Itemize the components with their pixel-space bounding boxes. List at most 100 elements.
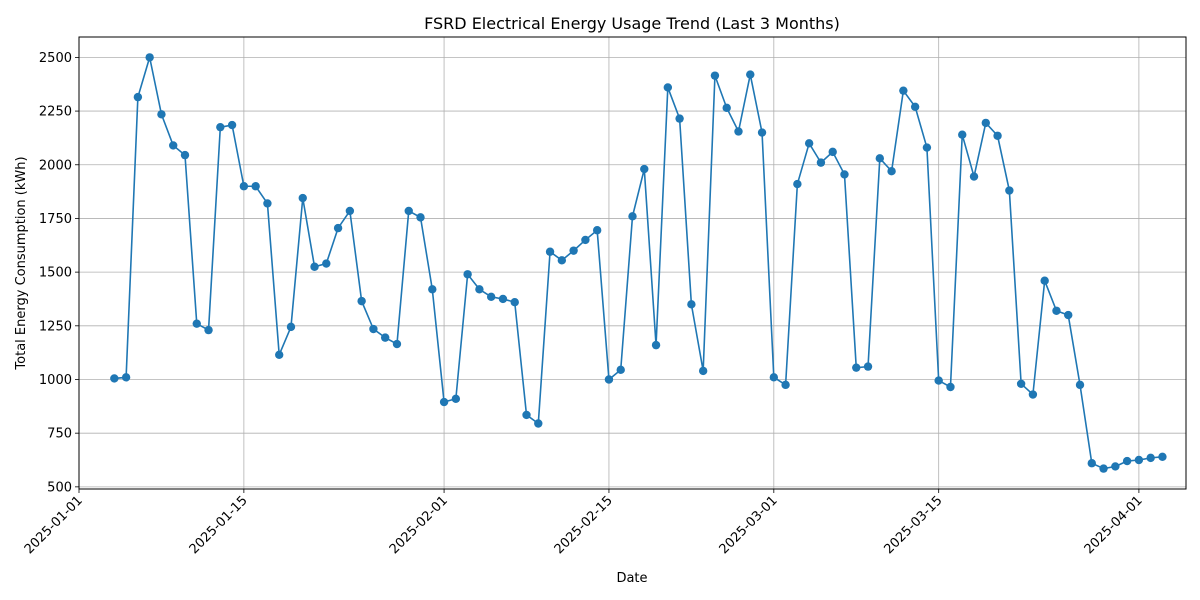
data-point — [534, 419, 543, 428]
x-axis: 2025-01-01 2025-01-15 2025-02-01 2025-02-15… — [22, 489, 1146, 557]
data-point — [475, 285, 484, 294]
x-tick-label: 2025-01-15 — [187, 493, 251, 557]
data-point — [498, 294, 508, 304]
data-point — [569, 246, 578, 255]
data-point — [675, 114, 684, 123]
data-point — [310, 262, 319, 271]
x-axis-label: Date — [616, 571, 647, 586]
data-point — [592, 226, 602, 235]
data-point — [852, 363, 861, 372]
data-point — [463, 270, 472, 279]
data-point — [545, 247, 555, 256]
data-point — [663, 83, 673, 92]
data-point — [757, 128, 767, 137]
data-point — [1111, 462, 1120, 471]
data-point — [910, 102, 920, 111]
y-tick-label: 1750 — [39, 212, 72, 227]
data-point — [1122, 456, 1132, 466]
data-point — [1087, 459, 1096, 468]
data-point — [357, 296, 366, 306]
data-point — [204, 325, 213, 335]
data-point — [333, 223, 343, 233]
series-line — [114, 57, 1163, 470]
data-point — [428, 285, 437, 294]
x-tick-label: 2025-01-01 — [22, 493, 86, 557]
data-point — [1146, 453, 1155, 463]
data-point — [969, 172, 979, 181]
y-tick-label: 2000 — [39, 158, 72, 173]
data-point — [651, 340, 661, 350]
data-point — [981, 118, 990, 128]
data-point — [722, 103, 731, 113]
data-point — [380, 333, 390, 342]
data-point — [392, 339, 402, 349]
data-point — [581, 235, 590, 245]
data-point — [946, 382, 955, 392]
data-point — [227, 120, 237, 130]
data-point — [934, 376, 943, 385]
data-point — [1040, 276, 1049, 285]
data-point — [875, 154, 885, 163]
plot-area-frame — [78, 36, 1187, 490]
data-point — [251, 182, 260, 191]
data-point — [710, 71, 720, 80]
data-point — [899, 86, 908, 95]
data-point — [793, 179, 802, 189]
x-tick-label: 2025-03-15 — [881, 493, 945, 557]
data-point — [640, 164, 649, 174]
data-point — [522, 410, 531, 420]
y-tick-label: 500 — [47, 480, 72, 495]
data-point — [1075, 380, 1085, 390]
data-point — [192, 319, 201, 328]
data-point — [145, 53, 154, 62]
data-point — [828, 147, 837, 157]
data-series — [110, 53, 1167, 473]
data-point — [616, 365, 625, 375]
data-point — [958, 130, 967, 139]
data-point — [840, 170, 849, 179]
data-point — [698, 366, 708, 376]
data-point — [746, 70, 755, 79]
y-tick-label: 1250 — [39, 319, 72, 334]
data-point — [133, 92, 143, 102]
data-point — [263, 199, 272, 208]
chart-title: FSRD Electrical Energy Usage Trend (Last… — [424, 14, 840, 33]
data-point — [734, 127, 743, 136]
data-point — [863, 362, 873, 371]
data-point — [993, 131, 1002, 140]
data-point — [1028, 390, 1038, 399]
data-point — [369, 324, 378, 334]
y-tick-label: 750 — [47, 427, 72, 442]
x-tick-label: 2025-02-15 — [552, 493, 616, 557]
data-point — [604, 375, 614, 384]
y-tick-label: 1000 — [39, 373, 72, 388]
data-point — [180, 150, 190, 160]
x-tick-label: 2025-03-01 — [717, 493, 781, 557]
y-axis-label: Total Energy Consumption (kWh) — [14, 156, 29, 370]
data-point — [510, 297, 519, 307]
data-point — [451, 394, 461, 404]
data-point — [416, 213, 425, 222]
data-point — [1099, 464, 1108, 473]
data-point — [345, 206, 355, 216]
data-point — [628, 212, 637, 221]
data-point — [687, 300, 696, 309]
y-tick-label: 1500 — [39, 266, 72, 281]
data-point — [804, 139, 814, 148]
data-point — [298, 193, 307, 203]
data-point — [286, 322, 296, 332]
data-point — [486, 292, 496, 302]
data-point — [110, 374, 119, 383]
data-point — [216, 122, 225, 132]
data-point — [439, 397, 449, 407]
x-tick-label: 2025-02-01 — [387, 493, 451, 557]
data-point — [816, 158, 826, 167]
data-point — [781, 380, 790, 390]
data-point — [404, 206, 413, 216]
x-tick-label: 2025-04-01 — [1082, 493, 1146, 557]
data-point — [275, 350, 284, 359]
data-point — [239, 182, 249, 191]
data-point — [169, 141, 178, 150]
data-point — [1158, 452, 1167, 461]
